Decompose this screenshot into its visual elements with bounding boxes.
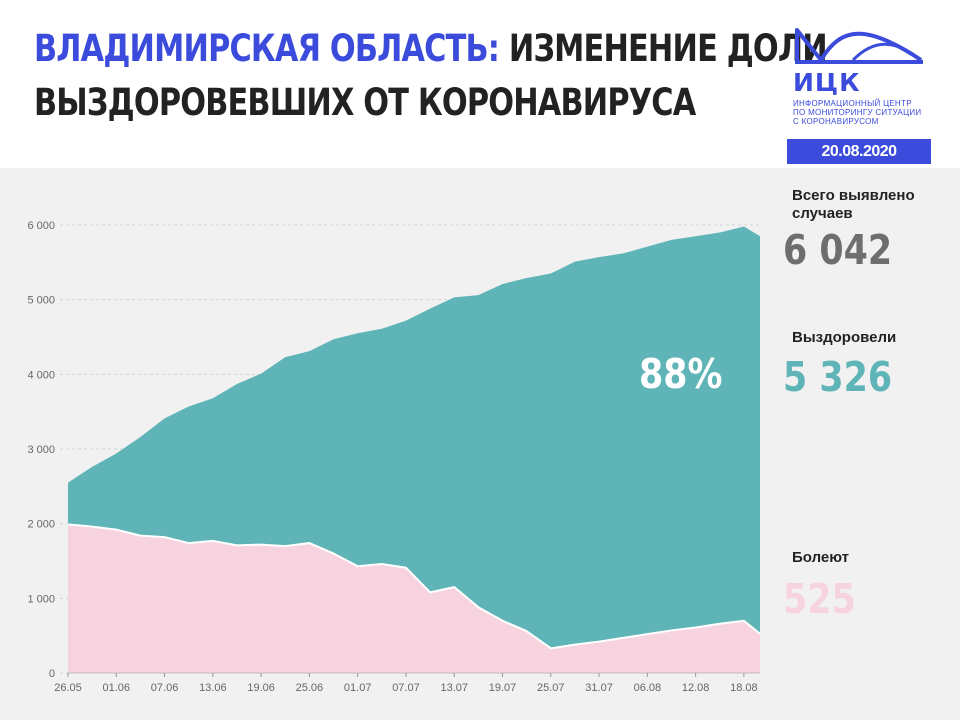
- x-tick-label: 07.07: [392, 682, 420, 694]
- x-tick-label: 12.08: [682, 682, 710, 694]
- title-block: ВЛАДИМИРСКАЯ ОБЛАСТЬ: ИЗМЕНЕНИЕ ДОЛИ ВЫЗ…: [34, 22, 828, 130]
- title-region: ВЛАДИМИРСКАЯ ОБЛАСТЬ:: [34, 27, 500, 70]
- x-tick-label: 25.07: [537, 682, 565, 694]
- y-tick-label: 4 000: [27, 369, 55, 381]
- sick-area: [68, 524, 760, 673]
- logo-subtitle-line: С КОРОНАВИРУСОМ: [793, 117, 879, 126]
- x-tick-label: 18.08: [730, 682, 758, 694]
- x-tick-label: 01.06: [103, 682, 131, 694]
- y-tick-label: 2 000: [27, 519, 55, 531]
- y-tick-label: 0: [49, 668, 55, 680]
- title-line1-rest: ИЗМЕНЕНИЕ ДОЛИ: [508, 27, 828, 70]
- x-tick-label: 01.07: [344, 682, 372, 694]
- y-tick-label: 1 000: [27, 593, 55, 605]
- x-tick-label: 13.07: [440, 682, 468, 694]
- recovered-share: 88%: [639, 350, 723, 398]
- date-badge: 20.08.2020: [787, 139, 931, 164]
- area-layer: [67, 226, 761, 673]
- total-label: Всего выявлено случаев: [792, 187, 915, 222]
- x-tick-label: 19.07: [489, 682, 517, 694]
- total-value: 6 042: [783, 226, 893, 274]
- recovered-label: Выздоровели: [792, 329, 897, 346]
- x-tick-label: 06.08: [634, 682, 662, 694]
- sick-label: Болеют: [792, 549, 850, 566]
- logo-subtitle: ИНФОРМАЦИОННЫЙ ЦЕНТР ПО МОНИТОРИНГУ СИТУ…: [793, 99, 938, 126]
- title-line-2: ВЫЗДОРОВЕВШИХ ОТ КОРОНАВИРУСА: [34, 81, 696, 124]
- y-tick-label: 3 000: [27, 444, 55, 456]
- series-boundary-line: [67, 523, 761, 650]
- sick-value: 525: [783, 575, 856, 623]
- x-tick-label: 07.06: [151, 682, 179, 694]
- recovered-value: 5 326: [783, 353, 893, 401]
- logo-subtitle-line: ИНФОРМАЦИОННЫЙ ЦЕНТР: [793, 99, 912, 108]
- x-tick-label: 13.06: [199, 682, 227, 694]
- area-chart: 0 1 000 2 000 3 000 4 000 5 000 6 000 26.05 01.0…: [27, 220, 761, 694]
- y-tick-label: 6 000: [27, 220, 55, 232]
- logo-mark-icon: [795, 28, 923, 64]
- x-tick-label: 26.05: [54, 682, 82, 694]
- logo: ИЦК ИНФОРМАЦИОННЫЙ ЦЕНТР ПО МОНИТОРИНГУ …: [793, 20, 938, 126]
- x-tick-label: 25.06: [296, 682, 324, 694]
- x-tick-label: 31.07: [585, 682, 613, 694]
- logo-name: ИЦК: [793, 68, 861, 97]
- logo-subtitle-line: ПО МОНИТОРИНГУ СИТУАЦИИ: [793, 108, 922, 117]
- title-line-1: ВЛАДИМИРСКАЯ ОБЛАСТЬ: ИЗМЕНЕНИЕ ДОЛИ: [34, 22, 828, 76]
- recovered-area: [68, 226, 760, 649]
- y-tick-label: 5 000: [27, 295, 55, 307]
- axis-layer: 0 1 000 2 000 3 000 4 000 5 000 6 000 26.05 01.0…: [27, 220, 760, 694]
- x-tick-label: 19.06: [247, 682, 275, 694]
